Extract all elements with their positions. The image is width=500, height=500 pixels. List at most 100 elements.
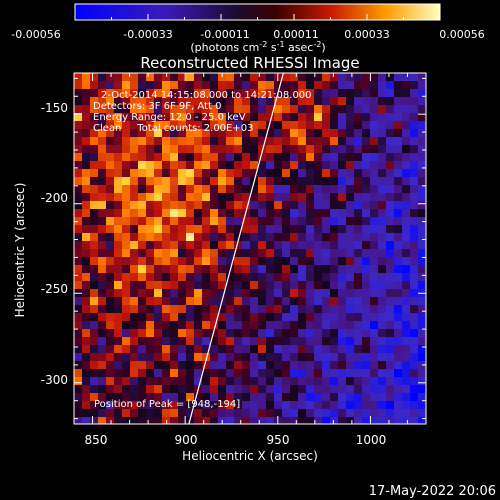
heatmap-cell: [242, 217, 251, 226]
heatmap-cell: [418, 305, 426, 314]
heatmap-cell: [338, 409, 347, 418]
heatmap-cell: [130, 89, 139, 98]
heatmap-cell: [202, 393, 211, 402]
heatmap-cell: [162, 257, 171, 266]
heatmap-cell: [170, 417, 179, 424]
heatmap-cell: [210, 137, 219, 146]
heatmap-cell: [194, 393, 203, 402]
heatmap-cell: [362, 361, 371, 370]
heatmap-cell: [82, 249, 91, 258]
heatmap-cell: [266, 193, 275, 202]
heatmap-cell: [250, 297, 259, 306]
heatmap-cell: [106, 361, 115, 370]
heatmap-cell: [226, 401, 235, 410]
heatmap-cell: [394, 89, 403, 98]
heatmap-cell: [386, 305, 395, 314]
heatmap-cell: [250, 401, 259, 410]
heatmap-cell: [386, 97, 395, 106]
heatmap-cell: [250, 369, 259, 378]
heatmap-cell: [394, 321, 403, 330]
heatmap-cell: [266, 225, 275, 234]
heatmap-cell: [362, 201, 371, 210]
heatmap-cell: [98, 185, 107, 194]
heatmap-cell: [314, 225, 323, 234]
heatmap-cell: [274, 361, 283, 370]
heatmap-cell: [378, 329, 387, 338]
heatmap-cell: [114, 305, 123, 314]
heatmap-cell: [178, 137, 187, 146]
heatmap-cell: [82, 313, 91, 322]
heatmap-cell: [362, 225, 371, 234]
heatmap-cell: [170, 73, 179, 82]
x-tick-label: 850: [85, 433, 108, 447]
heatmap-cell: [154, 97, 163, 106]
heatmap-cell: [306, 345, 315, 354]
heatmap-cell: [106, 321, 115, 330]
heatmap-cell: [338, 361, 347, 370]
heatmap-cell: [162, 201, 171, 210]
heatmap-cell: [146, 105, 155, 114]
heatmap-cell: [354, 73, 363, 82]
heatmap-cell: [106, 377, 115, 386]
heatmap-cell: [298, 329, 307, 338]
heatmap-cell: [282, 113, 291, 122]
heatmap-cell: [378, 89, 387, 98]
heatmap-cell: [138, 305, 147, 314]
heatmap-cell: [258, 305, 267, 314]
heatmap-cell: [394, 417, 403, 424]
heatmap-cell: [114, 385, 123, 394]
heatmap-cell: [250, 209, 259, 218]
heatmap-cell: [418, 161, 426, 170]
heatmap-cell: [74, 305, 83, 314]
heatmap-cell: [410, 361, 419, 370]
heatmap-cell: [354, 249, 363, 258]
heatmap-cell: [258, 137, 267, 146]
heatmap-cell: [282, 321, 291, 330]
heatmap-cell: [138, 137, 147, 146]
heatmap-cell: [402, 417, 411, 424]
heatmap-cell: [314, 169, 323, 178]
heatmap-cell: [250, 81, 259, 90]
heatmap-cell: [242, 81, 251, 90]
heatmap-cell: [90, 193, 99, 202]
heatmap-cell: [386, 185, 395, 194]
heatmap-cell: [226, 361, 235, 370]
heatmap-cell: [130, 185, 139, 194]
heatmap-cell: [418, 273, 426, 282]
heatmap-cell: [234, 313, 243, 322]
heatmap-cell: [154, 265, 163, 274]
heatmap-cell: [330, 73, 339, 82]
heatmap-cell: [210, 305, 219, 314]
heatmap-cell: [410, 329, 419, 338]
heatmap-cell: [122, 345, 131, 354]
heatmap-cell: [410, 89, 419, 98]
heatmap-cell: [106, 209, 115, 218]
heatmap-cell: [370, 321, 379, 330]
heatmap-cell: [218, 113, 227, 122]
heatmap-cell: [346, 161, 355, 170]
heatmap-cell: [306, 137, 315, 146]
heatmap-cell: [234, 265, 243, 274]
heatmap-cell: [98, 81, 107, 90]
heatmap-cell: [226, 137, 235, 146]
heatmap-cell: [418, 345, 426, 354]
heatmap-cell: [74, 193, 83, 202]
heatmap-cell: [290, 345, 299, 354]
heatmap-cell: [330, 385, 339, 394]
heatmap-cell: [186, 233, 195, 242]
heatmap-cell: [178, 369, 187, 378]
heatmap-cell: [138, 145, 147, 154]
heatmap-cell: [290, 289, 299, 298]
heatmap-cell: [362, 113, 371, 122]
heatmap-cell: [306, 201, 315, 210]
heatmap-cell: [114, 345, 123, 354]
heatmap-cell: [282, 145, 291, 154]
heatmap-cell: [130, 249, 139, 258]
heatmap-cell: [418, 129, 426, 138]
heatmap-cell: [130, 305, 139, 314]
heatmap-cell: [162, 329, 171, 338]
heatmap-cell: [330, 377, 339, 386]
heatmap-cell: [250, 241, 259, 250]
heatmap-cell: [186, 121, 195, 130]
heatmap-cell: [234, 273, 243, 282]
